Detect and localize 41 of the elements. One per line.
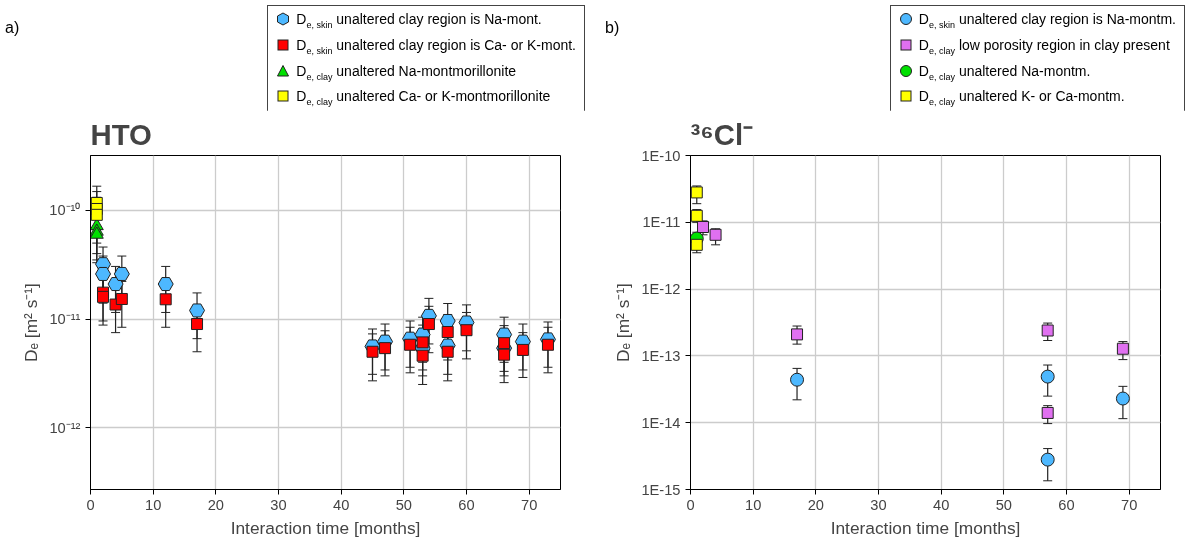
- legend-label: D$_{e, skin}$ unaltered clay region is Na-montm.: [917, 10, 1176, 32]
- x-tick-label: 60: [458, 496, 475, 513]
- text: b): [605, 18, 620, 38]
- y-tick-label: 1E-15: [641, 481, 681, 498]
- x-tick-label: 20: [807, 496, 824, 513]
- x-tick-label: 10: [745, 496, 762, 513]
- chart-title: ³⁶Cl⁻: [690, 117, 754, 151]
- y-tick-label: 1E-12: [641, 281, 681, 298]
- x-tick-label: 70: [1121, 496, 1138, 513]
- y-axis-title: Dₑ [m² s⁻¹]: [21, 283, 42, 362]
- y-tick-label: 1E-11: [642, 214, 681, 231]
- legend-label: D$_{e, skin}$ unaltered clay region is Na-mont.: [295, 10, 543, 32]
- legend-label: D$_{e, clay}$ unaltered Na-montmorillonite: [295, 61, 518, 84]
- x-tick-label: 70: [521, 496, 538, 513]
- text: a): [5, 18, 20, 38]
- x-tick-label: 60: [1058, 496, 1075, 513]
- x-tick-label: 0: [686, 496, 695, 513]
- x-tick-label: 30: [270, 496, 287, 513]
- legend-label: D$_{e, clay}$ unaltered Na-montm.: [917, 61, 1092, 84]
- y-axis-title: Dₑ [m² s⁻¹]: [613, 283, 634, 362]
- y-tick-label: 10⁻¹¹: [49, 311, 81, 328]
- y-tick-label: 1E-10: [641, 147, 681, 164]
- y-tick-label: 1E-13: [641, 347, 681, 364]
- legend-label: D$_{e, skin}$ unaltered clay region is Ca- or K-mont.: [295, 35, 576, 58]
- legend-label: D$_{e, clay}$ unaltered Ca- or K-montmorillonite: [295, 87, 552, 110]
- chart-title: HTO: [90, 117, 152, 151]
- x-tick-label: 50: [395, 496, 412, 513]
- y-tick-label: 1E-14: [641, 414, 681, 431]
- x-tick-label: 20: [207, 496, 224, 513]
- y-tick-label: 10⁻¹⁰: [49, 202, 81, 219]
- legend-label: D$_{e, clay}$ low porosity region in clay present: [917, 35, 1171, 58]
- x-tick-label: 0: [86, 496, 95, 513]
- x-tick-label: 30: [870, 496, 887, 513]
- x-axis-title: Interaction time [months]: [230, 517, 421, 538]
- x-tick-label: 40: [333, 496, 350, 513]
- y-tick-label: 10⁻¹²: [49, 419, 81, 436]
- x-tick-label: 40: [933, 496, 950, 513]
- x-axis-title: Interaction time [months]: [830, 517, 1021, 538]
- legend-label: D$_{e, clay}$ unaltered K- or Ca-montm.: [917, 87, 1126, 110]
- x-tick-label: 50: [995, 496, 1012, 513]
- x-tick-label: 10: [145, 496, 162, 513]
